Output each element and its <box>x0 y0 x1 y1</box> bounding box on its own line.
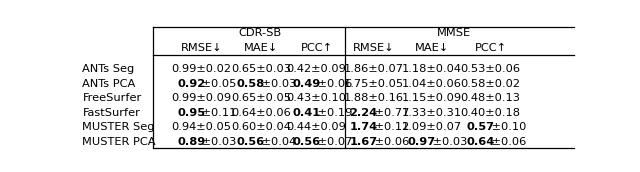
Text: ±0.07: ±0.07 <box>314 137 352 147</box>
Text: ±0.19: ±0.19 <box>314 108 352 118</box>
Text: ±0.77: ±0.77 <box>371 108 409 118</box>
Text: 0.94±0.05: 0.94±0.05 <box>172 122 232 132</box>
Text: ANTs PCA: ANTs PCA <box>83 79 136 89</box>
Text: 0.65±0.03: 0.65±0.03 <box>231 64 291 74</box>
Text: 0.58: 0.58 <box>237 79 265 89</box>
Text: 0.99±0.09: 0.99±0.09 <box>172 93 232 103</box>
Text: 1.04±0.06: 1.04±0.06 <box>402 79 462 89</box>
Text: 0.53±0.06: 0.53±0.06 <box>461 64 521 74</box>
Text: 0.95: 0.95 <box>177 108 205 118</box>
Text: 0.44±0.09: 0.44±0.09 <box>287 122 346 132</box>
Text: 0.97: 0.97 <box>408 137 436 147</box>
Text: PCC↑: PCC↑ <box>301 43 333 53</box>
Text: 0.48±0.13: 0.48±0.13 <box>461 93 521 103</box>
Text: 1.18±0.04: 1.18±0.04 <box>402 64 462 74</box>
Text: MMSE: MMSE <box>436 28 470 38</box>
Text: ±0.05: ±0.05 <box>198 79 237 89</box>
Text: 0.65±0.05: 0.65±0.05 <box>231 93 291 103</box>
Text: 1.74: 1.74 <box>349 122 378 132</box>
Text: PCC↑: PCC↑ <box>475 43 507 53</box>
Text: 1.88±0.16: 1.88±0.16 <box>344 93 404 103</box>
Text: 0.56: 0.56 <box>292 137 321 147</box>
Text: 1.86±0.07: 1.86±0.07 <box>344 64 404 74</box>
Text: ±0.06: ±0.06 <box>371 137 409 147</box>
Text: MAE↓: MAE↓ <box>244 43 278 53</box>
Text: RMSE↓: RMSE↓ <box>180 43 222 53</box>
Text: MUSTER Seg: MUSTER Seg <box>83 122 155 132</box>
Text: MAE↓: MAE↓ <box>415 43 449 53</box>
Text: 0.64: 0.64 <box>467 137 495 147</box>
Text: 1.67: 1.67 <box>349 137 378 147</box>
Text: 0.41: 0.41 <box>292 108 321 118</box>
Text: 0.64±0.06: 0.64±0.06 <box>231 108 291 118</box>
Text: 0.57: 0.57 <box>467 122 495 132</box>
Text: 2.24: 2.24 <box>349 108 378 118</box>
Text: 0.89: 0.89 <box>177 137 205 147</box>
Text: 1.15±0.09: 1.15±0.09 <box>402 93 462 103</box>
Text: ±0.10: ±0.10 <box>488 122 526 132</box>
Text: ±0.03: ±0.03 <box>258 79 296 89</box>
Text: 0.42±0.09: 0.42±0.09 <box>287 64 346 74</box>
Text: ±0.11: ±0.11 <box>198 108 237 118</box>
Text: 0.99±0.02: 0.99±0.02 <box>172 64 232 74</box>
Text: ±0.03: ±0.03 <box>198 137 237 147</box>
Text: ±0.06: ±0.06 <box>488 137 526 147</box>
Text: MUSTER PCA: MUSTER PCA <box>83 137 156 147</box>
Text: FreeSurfer: FreeSurfer <box>83 93 141 103</box>
Text: 0.60±0.04: 0.60±0.04 <box>231 122 291 132</box>
Text: 0.56: 0.56 <box>237 137 265 147</box>
Text: ±0.06: ±0.06 <box>314 79 352 89</box>
Text: 0.92: 0.92 <box>177 79 205 89</box>
Text: FastSurfer: FastSurfer <box>83 108 140 118</box>
Text: ±0.12: ±0.12 <box>371 122 409 132</box>
Text: 0.49: 0.49 <box>292 79 321 89</box>
Text: 0.58±0.02: 0.58±0.02 <box>461 79 521 89</box>
Text: CDR-SB: CDR-SB <box>238 28 281 38</box>
Text: ±0.04: ±0.04 <box>258 137 296 147</box>
Text: ANTs Seg: ANTs Seg <box>83 64 135 74</box>
Text: RMSE↓: RMSE↓ <box>353 43 394 53</box>
Text: 1.75±0.05: 1.75±0.05 <box>344 79 404 89</box>
Text: 1.09±0.07: 1.09±0.07 <box>402 122 462 132</box>
Text: 1.33±0.31: 1.33±0.31 <box>402 108 462 118</box>
Text: ±0.03: ±0.03 <box>429 137 467 147</box>
Text: 0.40±0.18: 0.40±0.18 <box>461 108 521 118</box>
Text: 0.43±0.10: 0.43±0.10 <box>287 93 347 103</box>
